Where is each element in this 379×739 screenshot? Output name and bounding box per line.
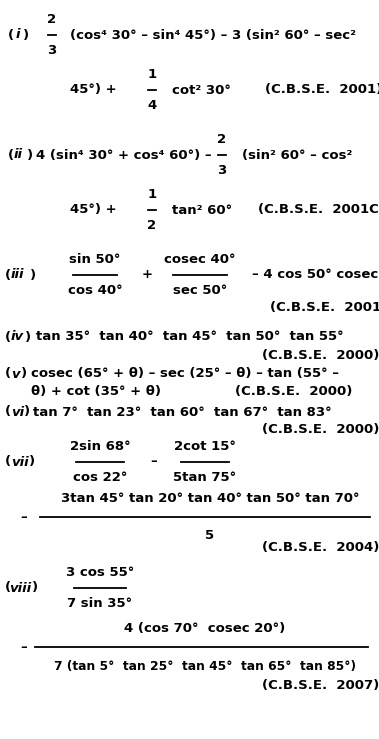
- Text: tan 7°  tan 23°  tan 60°  tan 67°  tan 83°: tan 7° tan 23° tan 60° tan 67° tan 83°: [33, 406, 332, 418]
- Text: viii: viii: [9, 582, 31, 594]
- Text: (C.B.S.E.  2001): (C.B.S.E. 2001): [265, 84, 379, 97]
- Text: (: (: [8, 29, 14, 41]
- Text: –: –: [20, 641, 27, 653]
- Text: cosec (65° + θ) – sec (25° – θ) – tan (55° –: cosec (65° + θ) – sec (25° – θ) – tan (5…: [31, 367, 339, 381]
- Text: ): ): [30, 268, 36, 282]
- Text: v: v: [11, 367, 20, 381]
- Text: vi: vi: [11, 406, 24, 418]
- Text: 7 (tan 5°  tan 25°  tan 45°  tan 65°  tan 85°): 7 (tan 5° tan 25° tan 45° tan 65° tan 85…: [54, 660, 356, 673]
- Text: 2: 2: [218, 133, 227, 146]
- Text: 2: 2: [147, 219, 157, 232]
- Text: (: (: [5, 582, 11, 594]
- Text: 2cot 15°: 2cot 15°: [174, 440, 236, 453]
- Text: (: (: [5, 455, 11, 469]
- Text: ): ): [24, 406, 30, 418]
- Text: θ) + cot (35° + θ): θ) + cot (35° + θ): [31, 386, 161, 398]
- Text: ): ): [23, 29, 29, 41]
- Text: ): ): [25, 330, 31, 344]
- Text: (C.B.S.E.  2000): (C.B.S.E. 2000): [262, 423, 379, 437]
- Text: tan 35°  tan 40°  tan 45°  tan 50°  tan 55°: tan 35° tan 40° tan 45° tan 50° tan 55°: [36, 330, 344, 344]
- Text: +: +: [142, 268, 153, 282]
- Text: ): ): [21, 367, 27, 381]
- Text: cot² 30°: cot² 30°: [172, 84, 231, 97]
- Text: (C.B.S.E.  2007): (C.B.S.E. 2007): [262, 678, 379, 692]
- Text: iv: iv: [11, 330, 24, 344]
- Text: sin 50°: sin 50°: [69, 253, 121, 266]
- Text: 1: 1: [147, 188, 157, 201]
- Text: (cos⁴ 30° – sin⁴ 45°) – 3 (sin² 60° – sec²: (cos⁴ 30° – sin⁴ 45°) – 3 (sin² 60° – se…: [70, 29, 356, 41]
- Text: (C.B.S.E.  2001): (C.B.S.E. 2001): [270, 302, 379, 315]
- Text: (C.B.S.E.  2004): (C.B.S.E. 2004): [262, 540, 379, 554]
- Text: – 4 cos 50° cosec 40°: – 4 cos 50° cosec 40°: [252, 268, 379, 282]
- Text: i: i: [16, 29, 20, 41]
- Text: (C.B.S.E.  2000): (C.B.S.E. 2000): [235, 386, 352, 398]
- Text: ): ): [29, 455, 35, 469]
- Text: (C.B.S.E.  2001C): (C.B.S.E. 2001C): [258, 203, 379, 217]
- Text: 4 (sin⁴ 30° + cos⁴ 60°) –: 4 (sin⁴ 30° + cos⁴ 60°) –: [36, 149, 211, 162]
- Text: 7 sin 35°: 7 sin 35°: [67, 597, 133, 610]
- Text: (: (: [5, 268, 11, 282]
- Text: iii: iii: [11, 268, 25, 282]
- Text: (C.B.S.E.  2000): (C.B.S.E. 2000): [262, 349, 379, 361]
- Text: ): ): [32, 582, 38, 594]
- Text: (: (: [5, 367, 11, 381]
- Text: 4 (cos 70°  cosec 20°): 4 (cos 70° cosec 20°): [124, 622, 286, 635]
- Text: 3: 3: [218, 164, 227, 177]
- Text: 5tan 75°: 5tan 75°: [174, 471, 236, 484]
- Text: 3tan 45° tan 20° tan 40° tan 50° tan 70°: 3tan 45° tan 20° tan 40° tan 50° tan 70°: [61, 492, 359, 505]
- Text: 4: 4: [147, 99, 157, 112]
- Text: 2: 2: [47, 13, 56, 26]
- Text: cosec 40°: cosec 40°: [164, 253, 236, 266]
- Text: (: (: [8, 149, 14, 162]
- Text: (: (: [5, 330, 11, 344]
- Text: tan² 60°: tan² 60°: [172, 203, 232, 217]
- Text: 1: 1: [147, 68, 157, 81]
- Text: 2sin 68°: 2sin 68°: [70, 440, 130, 453]
- Text: cos 22°: cos 22°: [73, 471, 127, 484]
- Text: vii: vii: [11, 455, 29, 469]
- Text: cos 40°: cos 40°: [68, 284, 122, 297]
- Text: 3: 3: [47, 44, 56, 57]
- Text: sec 50°: sec 50°: [173, 284, 227, 297]
- Text: –: –: [150, 455, 157, 469]
- Text: –: –: [20, 511, 27, 523]
- Text: ): ): [27, 149, 33, 162]
- Text: ii: ii: [14, 149, 23, 162]
- Text: 3 cos 55°: 3 cos 55°: [66, 566, 134, 579]
- Text: 45°) +: 45°) +: [70, 203, 117, 217]
- Text: 45°) +: 45°) +: [70, 84, 117, 97]
- Text: 5: 5: [205, 529, 215, 542]
- Text: (: (: [5, 406, 11, 418]
- Text: (sin² 60° – cos²: (sin² 60° – cos²: [242, 149, 352, 162]
